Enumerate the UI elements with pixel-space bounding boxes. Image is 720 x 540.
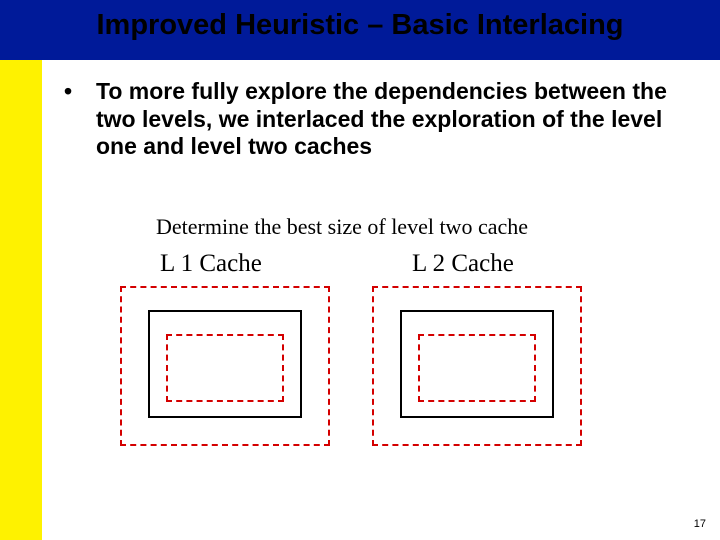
bullet-marker: • [60,78,96,105]
diagram-subtitle: Determine the best size of level two cac… [156,214,528,240]
l1-cache-block [120,286,330,446]
diagram-area: L 1 Cache L 2 Cache [0,250,720,500]
slide-title: Improved Heuristic – Basic Interlacing [0,9,720,42]
slide: Improved Heuristic – Basic Interlacing •… [0,0,720,540]
bullet-item: • To more fully explore the dependencies… [60,78,700,161]
l2-inner-box [418,334,536,402]
l1-inner-box [166,334,284,402]
l1-cache-label: L 1 Cache [160,250,262,278]
l2-cache-label: L 2 Cache [412,250,514,278]
page-number: 17 [694,518,706,530]
l2-cache-block [372,286,582,446]
bullet-text: To more fully explore the dependencies b… [96,78,686,161]
body: • To more fully explore the dependencies… [60,78,700,161]
